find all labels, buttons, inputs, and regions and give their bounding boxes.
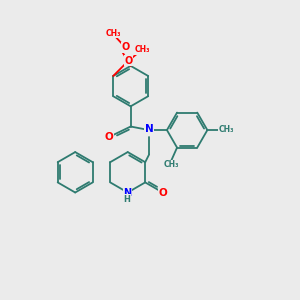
Text: O: O	[158, 188, 167, 197]
Text: CH₃: CH₃	[164, 160, 179, 169]
Text: O: O	[124, 56, 133, 65]
Text: O: O	[105, 132, 114, 142]
Text: CH₃: CH₃	[135, 45, 150, 54]
Text: CH₃: CH₃	[106, 29, 121, 38]
Text: N: N	[145, 124, 154, 134]
Text: CH₃: CH₃	[218, 125, 234, 134]
Text: O: O	[121, 43, 130, 52]
Text: H: H	[124, 194, 130, 203]
Text: N: N	[123, 188, 131, 197]
